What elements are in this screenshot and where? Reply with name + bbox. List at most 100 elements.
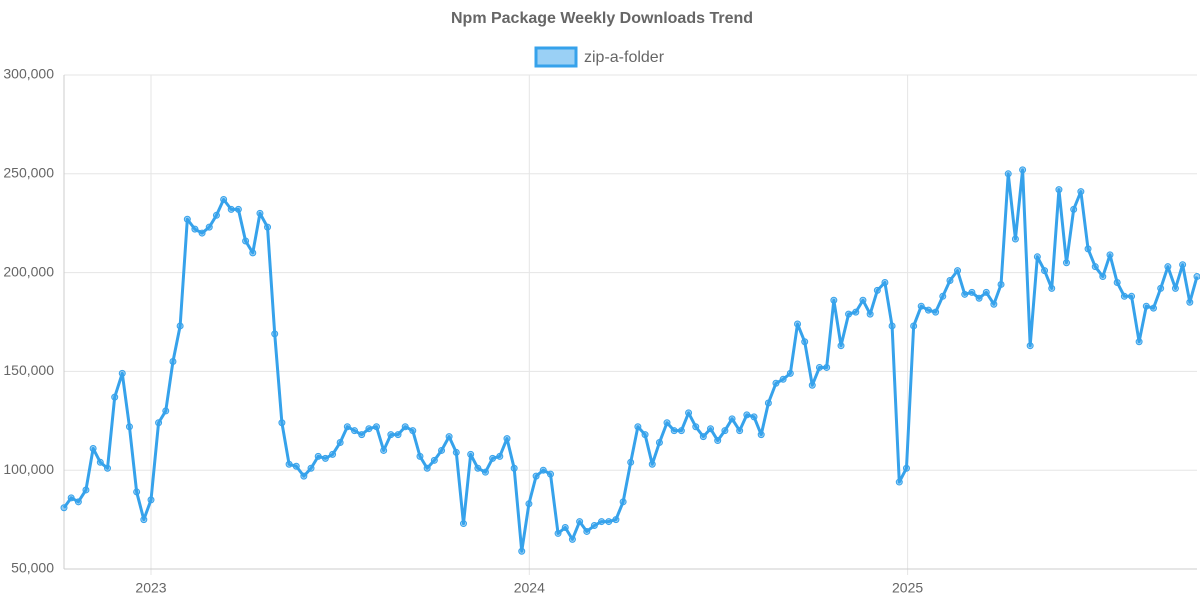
data-point xyxy=(467,450,475,458)
data-point xyxy=(975,294,983,302)
data-point xyxy=(380,446,388,454)
data-point xyxy=(954,267,962,275)
y-tick-label: 100,000 xyxy=(3,461,54,477)
data-point xyxy=(1077,188,1085,196)
data-point xyxy=(351,427,359,435)
data-point xyxy=(430,456,438,464)
data-point xyxy=(474,464,482,472)
data-point xyxy=(961,290,969,298)
data-point xyxy=(932,308,940,316)
data-point xyxy=(1011,235,1019,243)
data-point xyxy=(111,393,119,401)
data-point xyxy=(1099,273,1107,281)
data-point xyxy=(264,223,272,231)
data-point xyxy=(183,215,191,223)
data-point xyxy=(634,423,642,431)
data-point xyxy=(1186,298,1194,306)
data-point xyxy=(104,464,112,472)
data-point xyxy=(786,369,794,377)
data-point xyxy=(1193,273,1200,281)
data-point xyxy=(1149,304,1157,312)
data-point xyxy=(1033,253,1041,261)
data-point xyxy=(205,223,213,231)
data-point xyxy=(677,427,685,435)
data-point xyxy=(336,439,344,447)
data-point xyxy=(1019,166,1027,174)
data-point xyxy=(125,423,133,431)
data-point xyxy=(699,433,707,441)
data-point xyxy=(881,278,889,286)
data-point xyxy=(801,338,809,346)
data-point xyxy=(496,452,504,460)
data-point xyxy=(655,439,663,447)
data-point xyxy=(423,464,431,472)
data-point xyxy=(670,427,678,435)
data-point xyxy=(525,500,533,508)
data-point xyxy=(605,518,613,526)
data-point xyxy=(902,464,910,472)
data-point xyxy=(852,308,860,316)
data-point xyxy=(1106,251,1114,259)
x-tick-label: 2023 xyxy=(135,580,166,596)
data-point xyxy=(307,464,315,472)
x-tick-label: 2025 xyxy=(892,580,923,596)
data-point xyxy=(292,462,300,470)
data-point xyxy=(866,310,874,318)
data-point xyxy=(510,464,518,472)
data-point xyxy=(1113,278,1121,286)
data-point xyxy=(1091,263,1099,271)
data-point xyxy=(220,195,228,203)
data-point xyxy=(772,379,780,387)
data-point xyxy=(358,431,366,439)
data-point xyxy=(329,450,337,458)
data-point xyxy=(990,300,998,308)
data-point xyxy=(503,435,511,443)
data-point xyxy=(939,292,947,300)
data-point xyxy=(176,322,184,330)
data-point xyxy=(459,520,467,528)
data-point xyxy=(546,470,554,478)
data-point xyxy=(133,488,141,496)
data-point xyxy=(583,527,591,535)
data-point xyxy=(314,452,322,460)
data-point xyxy=(1026,342,1034,350)
data-point xyxy=(1048,284,1056,292)
data-point xyxy=(750,413,758,421)
data-line xyxy=(62,168,1199,553)
data-point xyxy=(82,486,90,494)
data-point xyxy=(343,423,351,431)
data-point xyxy=(518,547,526,555)
data-point xyxy=(242,237,250,245)
y-tick-label: 200,000 xyxy=(3,263,54,279)
data-point xyxy=(728,415,736,423)
data-point xyxy=(155,419,163,427)
data-point xyxy=(910,322,918,330)
data-point xyxy=(1157,284,1165,292)
data-point xyxy=(191,225,199,233)
data-point xyxy=(859,296,867,304)
data-point xyxy=(1084,245,1092,253)
data-point xyxy=(1135,338,1143,346)
data-point xyxy=(794,320,802,328)
data-point xyxy=(147,496,155,504)
data-point xyxy=(162,407,170,415)
legend-label: zip-a-folder xyxy=(584,49,665,66)
data-point xyxy=(278,419,286,427)
data-point xyxy=(888,322,896,330)
y-tick-label: 50,000 xyxy=(11,560,54,576)
data-point xyxy=(924,306,932,314)
data-point xyxy=(1179,261,1187,269)
data-point xyxy=(539,466,547,474)
data-point xyxy=(873,286,881,294)
data-point xyxy=(997,280,1005,288)
data-point xyxy=(118,369,126,377)
data-point xyxy=(641,431,649,439)
data-point xyxy=(736,427,744,435)
data-point xyxy=(946,277,954,285)
data-point xyxy=(67,494,75,502)
data-point xyxy=(1062,259,1070,267)
data-point xyxy=(1004,170,1012,178)
data-point xyxy=(416,452,424,460)
data-point xyxy=(372,423,380,431)
